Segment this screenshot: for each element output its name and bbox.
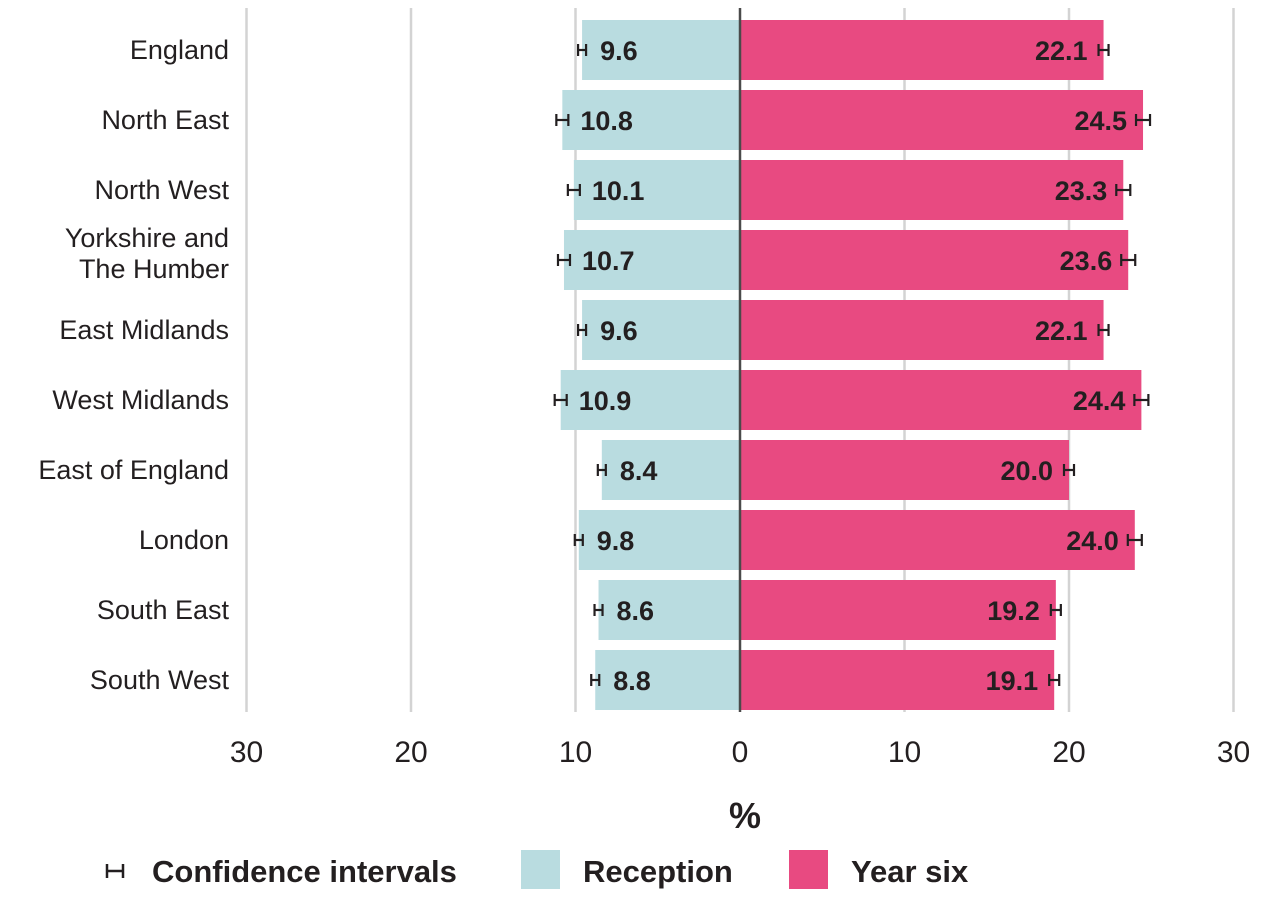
value-label-year-six: 24.4 <box>1073 386 1126 416</box>
value-label-reception: 8.4 <box>620 456 658 486</box>
value-label-year-six: 24.0 <box>1066 526 1119 556</box>
value-label-reception: 9.6 <box>600 36 638 66</box>
legend-confidence-interval-icon <box>105 864 125 878</box>
legend-confidence-intervals-label: Confidence intervals <box>152 854 457 889</box>
bar-year-six <box>740 510 1135 570</box>
category-labels: England North East North West Yorkshire and… <box>38 35 229 695</box>
value-label-reception: 10.9 <box>579 386 632 416</box>
confidence-intervals <box>553 44 1152 686</box>
confidence-interval-reception <box>593 604 604 616</box>
legend: Confidence intervals Reception Year six <box>105 850 969 889</box>
bar-year-six <box>740 580 1056 640</box>
category-label: West Midlands <box>52 385 229 415</box>
x-tick-label: 0 <box>732 736 749 769</box>
legend-reception-label: Reception <box>583 854 733 889</box>
confidence-interval-year-six <box>1049 604 1062 616</box>
value-label-reception: 8.6 <box>617 596 655 626</box>
value-label-year-six: 22.1 <box>1035 36 1088 66</box>
category-label: East of England <box>38 455 229 485</box>
legend-reception-swatch <box>521 850 560 889</box>
x-tick-label: 10 <box>559 736 592 769</box>
bar-reception <box>562 90 740 150</box>
bar-year-six <box>740 300 1104 360</box>
confidence-interval-reception <box>576 324 588 336</box>
x-tick-labels: 30 20 10 0 10 20 30 <box>230 736 1250 769</box>
bar-year-six <box>740 650 1055 710</box>
category-label: North East <box>101 105 229 135</box>
bar-reception <box>563 230 740 290</box>
confidence-interval-year-six <box>1126 534 1143 546</box>
category-label: East Midlands <box>59 315 229 345</box>
value-label-year-six: 23.3 <box>1055 176 1108 206</box>
value-labels: 9.6 22.1 10.8 24.5 10.1 23.3 10.7 23.6 9.6 22.1 10… <box>579 36 1127 696</box>
category-label: South West <box>90 665 230 695</box>
confidence-interval-year-six <box>1097 44 1110 56</box>
bar-reception <box>595 650 740 710</box>
value-label-reception: 10.1 <box>592 176 645 206</box>
legend-year-six-swatch <box>789 850 828 889</box>
category-label: England <box>130 35 229 65</box>
legend-year-six-label: Year six <box>851 854 969 889</box>
bars <box>560 20 1144 710</box>
bar-year-six <box>740 160 1124 220</box>
confidence-interval-year-six <box>1097 324 1110 336</box>
value-label-reception: 10.8 <box>580 106 633 136</box>
bar-reception <box>598 580 740 640</box>
x-tick-label: 30 <box>1217 736 1250 769</box>
category-label: North West <box>94 175 229 205</box>
category-label: South East <box>97 595 230 625</box>
value-label-reception: 8.8 <box>613 666 651 696</box>
x-tick-label: 10 <box>888 736 921 769</box>
bar-year-six <box>740 370 1142 430</box>
x-tick-label: 20 <box>394 736 427 769</box>
confidence-interval-year-six <box>1048 674 1061 686</box>
x-axis-title: % <box>729 795 761 836</box>
confidence-interval-reception <box>573 534 584 546</box>
confidence-interval-reception <box>555 114 570 126</box>
confidence-interval-reception <box>590 674 601 686</box>
confidence-interval-reception <box>576 44 588 56</box>
confidence-interval-year-six <box>1120 254 1137 266</box>
value-label-year-six: 22.1 <box>1035 316 1088 346</box>
confidence-interval-year-six <box>1062 464 1076 476</box>
bar-year-six <box>740 20 1104 80</box>
bar-reception <box>582 300 740 360</box>
bar-year-six <box>740 90 1144 150</box>
value-label-year-six: 20.0 <box>1000 456 1053 486</box>
bar-reception <box>578 510 740 570</box>
value-label-reception: 9.8 <box>597 526 635 556</box>
value-label-reception: 9.6 <box>600 316 638 346</box>
bar-reception <box>601 440 740 500</box>
bar-reception <box>560 370 740 430</box>
confidence-interval-year-six <box>1133 394 1150 406</box>
value-label-year-six: 19.1 <box>986 666 1039 696</box>
value-label-year-six: 23.6 <box>1060 246 1113 276</box>
confidence-interval-reception <box>556 254 572 266</box>
confidence-interval-reception <box>596 464 607 476</box>
confidence-interval-year-six <box>1115 184 1132 196</box>
value-label-year-six: 19.2 <box>987 596 1040 626</box>
x-tick-label: 30 <box>230 736 263 769</box>
bar-reception <box>582 20 740 80</box>
category-label: Yorkshire and The Humber <box>65 223 229 284</box>
confidence-interval-year-six <box>1134 114 1152 126</box>
confidence-interval-reception <box>553 394 568 406</box>
bar-year-six <box>740 230 1129 290</box>
bar-reception <box>573 160 740 220</box>
category-label: London <box>139 525 229 555</box>
value-label-reception: 10.7 <box>582 246 635 276</box>
value-label-year-six: 24.5 <box>1074 106 1127 136</box>
bar-year-six <box>740 440 1069 500</box>
confidence-interval-reception <box>566 184 581 196</box>
x-tick-label: 20 <box>1052 736 1085 769</box>
